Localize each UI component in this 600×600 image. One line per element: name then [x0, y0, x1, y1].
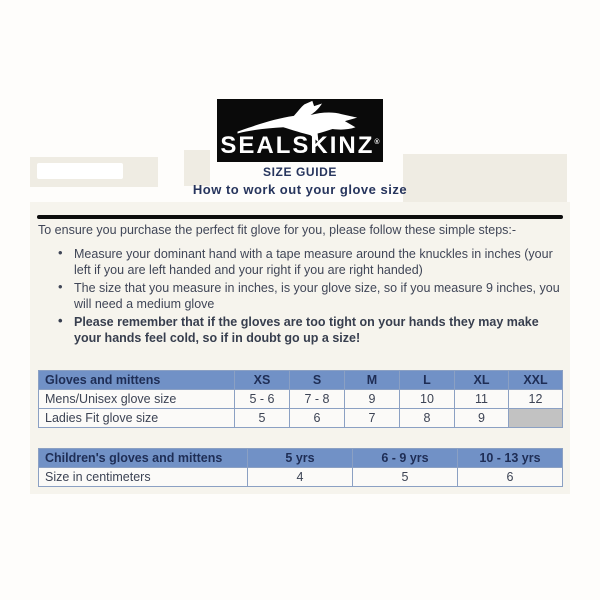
- header-cell: M: [344, 370, 400, 390]
- size-value-cell: 9: [344, 389, 400, 409]
- header-cell: 5 yrs: [247, 448, 353, 468]
- table-row: Size in centimeters 4 5 6: [38, 467, 563, 487]
- brand-name: SEALSKINZ: [220, 132, 375, 159]
- header-cell: XXL: [508, 370, 563, 390]
- intro-text: To ensure you purchase the perfect fit g…: [38, 223, 517, 237]
- top-left-placeholder: [37, 163, 123, 179]
- size-value-cell: 10: [399, 389, 455, 409]
- adult-sizes-table: Gloves and mittens XS S M L XL XXL Mens/Unisex …: [38, 370, 563, 428]
- header-cell: 10 - 13 yrs: [457, 448, 563, 468]
- size-value-cell: 6: [289, 408, 345, 428]
- children-sizes-table: Children's gloves and mittens 5 yrs 6 - 9 …: [38, 448, 563, 487]
- step-text: The size that you measure in inches, is …: [74, 281, 560, 311]
- size-value-cell: 5: [352, 467, 458, 487]
- divider-rule: [37, 215, 563, 219]
- table-header-row: Gloves and mittens XS S M L XL XXL: [38, 370, 563, 390]
- step-text: Please remember that if the gloves are t…: [74, 315, 539, 345]
- header-cell: Gloves and mittens: [38, 370, 235, 390]
- step-text: Measure your dominant hand with a tape m…: [74, 247, 553, 277]
- table-header-row: Children's gloves and mittens 5 yrs 6 - 9 …: [38, 448, 563, 468]
- header: SEALSKINZ® SIZE GUIDE How to work out yo…: [0, 99, 600, 197]
- row-label-cell: Ladies Fit glove size: [38, 408, 235, 428]
- header-cell: Children's gloves and mittens: [38, 448, 248, 468]
- bullet-icon: •: [58, 245, 63, 260]
- bullet-icon: •: [58, 313, 63, 328]
- page-subtitle: How to work out your glove size: [192, 182, 408, 197]
- size-value-cell: 6: [457, 467, 563, 487]
- size-value-cell: 8: [399, 408, 455, 428]
- content-background: [30, 202, 570, 494]
- step-item: • Please remember that if the gloves are …: [56, 313, 562, 346]
- header-cell: L: [399, 370, 455, 390]
- row-label-cell: Mens/Unisex glove size: [38, 389, 235, 409]
- logo-wordmark: SEALSKINZ®: [217, 132, 383, 160]
- step-item: • Measure your dominant hand with a tape …: [56, 245, 562, 278]
- page-title: SIZE GUIDE: [262, 165, 337, 179]
- size-value-cell: 5: [234, 408, 290, 428]
- sealskinz-logo: SEALSKINZ®: [217, 99, 383, 162]
- header-cell: XS: [234, 370, 290, 390]
- background-patch-mid: [184, 150, 210, 186]
- header-cell: XL: [454, 370, 509, 390]
- size-value-cell: 5 - 6: [234, 389, 290, 409]
- size-value-cell: 7: [344, 408, 400, 428]
- steps-list: • Measure your dominant hand with a tape …: [56, 245, 562, 348]
- background-patch-right: [403, 154, 567, 210]
- trademark-symbol: ®: [374, 139, 380, 146]
- empty-cell: [508, 408, 563, 428]
- size-value-cell: 4: [247, 467, 353, 487]
- header-cell: 6 - 9 yrs: [352, 448, 458, 468]
- header-cell: S: [289, 370, 345, 390]
- row-label-cell: Size in centimeters: [38, 467, 248, 487]
- size-value-cell: 9: [454, 408, 509, 428]
- size-value-cell: 7 - 8: [289, 389, 345, 409]
- bullet-icon: •: [58, 279, 63, 294]
- table-row: Ladies Fit glove size 5 6 7 8 9: [38, 408, 563, 428]
- step-item: • The size that you measure in inches, is…: [56, 279, 562, 312]
- size-value-cell: 12: [508, 389, 563, 409]
- seal-icon: [237, 100, 358, 143]
- size-value-cell: 11: [454, 389, 509, 409]
